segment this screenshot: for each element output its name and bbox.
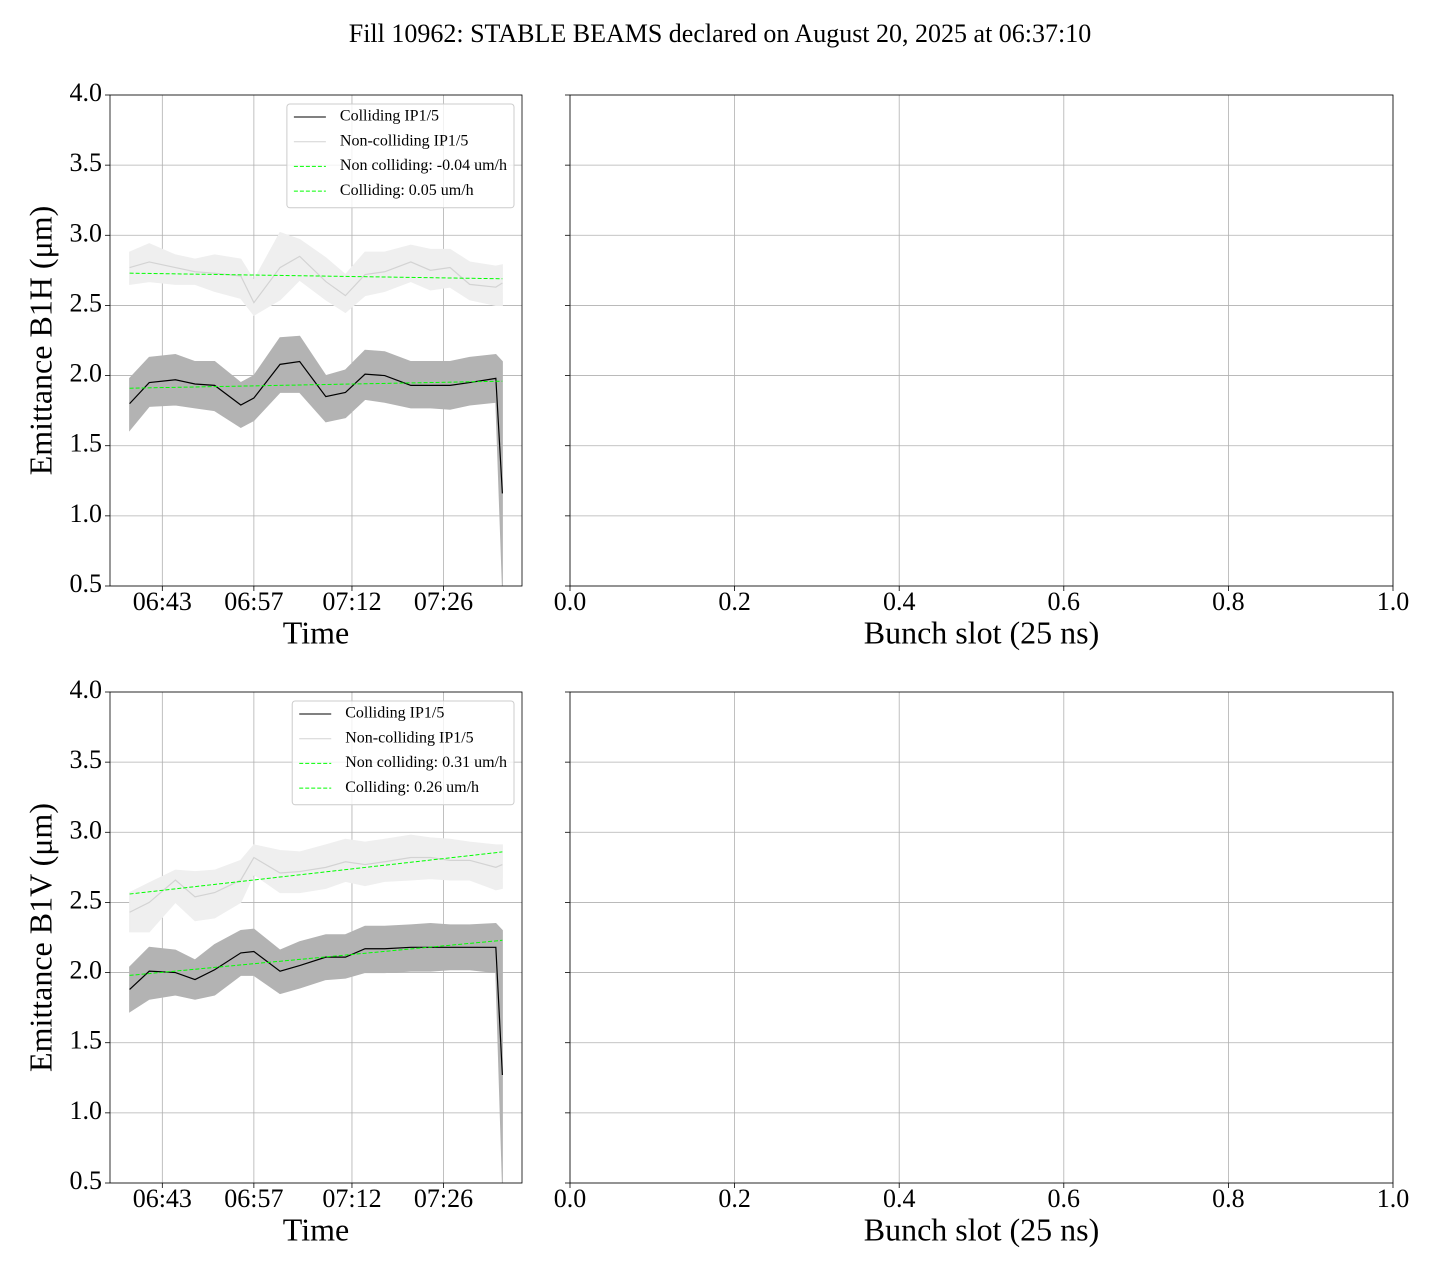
x-tick-label: 0.0: [554, 1184, 587, 1213]
legend-label: Non-colliding IP1/5: [340, 132, 468, 149]
x-tick-label: 0.6: [1048, 1184, 1081, 1213]
plot-area: [129, 231, 503, 586]
x-axis-label: Bunch slot (25 ns): [864, 1211, 1100, 1247]
y-tick-label: 2.5: [70, 288, 103, 317]
series-line: [129, 939, 503, 976]
x-axis-label: Time: [283, 614, 349, 650]
x-tick-label: 07:26: [414, 587, 473, 616]
legend-label: Colliding IP1/5: [340, 108, 439, 125]
x-tick-label: 07:12: [322, 1184, 381, 1213]
x-tick-label: 06:43: [133, 1184, 192, 1213]
y-tick-label: 4.0: [70, 675, 103, 704]
axes-frame: [109, 691, 523, 1184]
y-tick-label: 1.0: [70, 499, 103, 528]
subplot: 0.0 0.2 0.4 0.6 0.8 1.0 Bunch slot (25 ns): [554, 691, 1410, 1247]
legend-label: Non-colliding IP1/5: [345, 729, 473, 746]
x-tick-label: 1.0: [1377, 587, 1410, 616]
x-tick-label: 06:57: [224, 587, 283, 616]
legend-label: Colliding: 0.05 um/h: [340, 182, 474, 199]
x-axis-label: Time: [283, 1211, 349, 1247]
x-tick-label: 0.2: [718, 587, 751, 616]
x-tick-label: 1.0: [1377, 1184, 1410, 1213]
x-tick-label: 0.0: [554, 587, 587, 616]
series-line: [129, 255, 503, 304]
axes-frame: [109, 94, 523, 587]
y-tick-label: 2.5: [70, 885, 103, 914]
series-line: [129, 856, 503, 913]
x-tick-label: 0.2: [718, 1184, 751, 1213]
y-tick-label: 3.0: [70, 815, 103, 844]
x-tick-label: 0.8: [1212, 1184, 1245, 1213]
y-tick-label: 3.5: [70, 745, 103, 774]
y-tick-label: 2.0: [70, 956, 103, 985]
x-tick-label: 0.8: [1212, 587, 1245, 616]
axes-frame: [569, 691, 1394, 1184]
legend-label: Colliding IP1/5: [345, 705, 444, 722]
series-line: [129, 380, 503, 389]
legend-label: Non colliding: 0.31 um/h: [345, 754, 507, 771]
x-tick-label: 06:43: [133, 587, 192, 616]
series-line: [129, 851, 503, 895]
x-tick-label: 0.4: [883, 587, 916, 616]
y-tick-label: 0.5: [70, 1166, 103, 1195]
y-tick-label: 1.0: [70, 1096, 103, 1125]
legend-label: Colliding: 0.26 um/h: [345, 779, 479, 796]
legend-box: [291, 700, 515, 806]
y-tick-label: 3.0: [70, 218, 103, 247]
series-line: [129, 272, 503, 280]
y-tick-label: 0.5: [70, 569, 103, 598]
x-tick-label: 0.6: [1048, 587, 1081, 616]
x-tick-label: 07:12: [322, 587, 381, 616]
y-axis-label: Emittance B1H (μm): [22, 206, 58, 476]
y-tick-label: 3.5: [70, 148, 103, 177]
plot-area: [129, 834, 503, 1183]
figure-title: Fill 10962: STABLE BEAMS declared on Aug…: [349, 19, 1092, 48]
error-band: [129, 231, 503, 316]
error-band: [129, 834, 503, 933]
y-axis-label: Emittance B1V (μm): [22, 803, 58, 1072]
y-tick-label: 1.5: [70, 429, 103, 458]
x-axis-label: Bunch slot (25 ns): [864, 614, 1100, 650]
series-line: [129, 946, 503, 1076]
error-band: [129, 922, 503, 1183]
x-tick-label: 0.4: [883, 1184, 916, 1213]
x-tick-label: 07:26: [414, 1184, 473, 1213]
legend-box: [286, 103, 515, 209]
y-tick-label: 4.0: [70, 78, 103, 107]
legend: Colliding IP1/5 Non-colliding IP1/5 Non co…: [286, 103, 515, 209]
legend: Colliding IP1/5 Non-colliding IP1/5 Non co…: [291, 700, 515, 806]
x-tick-label: 06:57: [224, 1184, 283, 1213]
legend-label: Non colliding: -0.04 um/h: [340, 157, 507, 174]
series-line: [129, 360, 503, 494]
axes-frame: [569, 94, 1394, 587]
subplot: 0.5 1.0 1.5 2.0 2.5 3.0 3.5 4.0 06:43 06:57 07:12 0…: [22, 675, 523, 1247]
error-band: [129, 335, 503, 586]
subplot: 0.5 1.0 1.5 2.0 2.5 3.0 3.5 4.0 06:43 06:57 07:12 0…: [22, 78, 523, 650]
y-tick-label: 1.5: [70, 1026, 103, 1055]
y-tick-label: 2.0: [70, 359, 103, 388]
subplot: 0.0 0.2 0.4 0.6 0.8 1.0 Bunch slot (25 ns): [554, 94, 1410, 650]
